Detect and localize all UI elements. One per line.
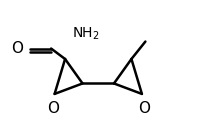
Text: O: O: [11, 41, 23, 56]
Text: O: O: [138, 101, 150, 116]
Text: NH$_2$: NH$_2$: [72, 25, 100, 42]
Text: O: O: [47, 101, 59, 116]
